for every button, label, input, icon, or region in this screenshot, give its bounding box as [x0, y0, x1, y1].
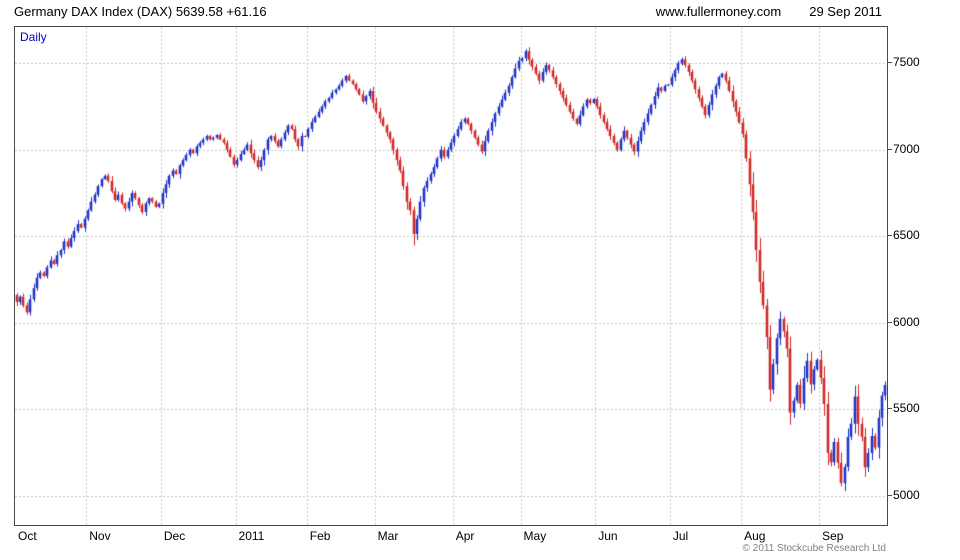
y-tick-label: 7000: [893, 141, 920, 156]
x-tick-label: Jun: [598, 529, 618, 543]
y-tick-mark: [887, 408, 892, 410]
y-tick-label: 7500: [893, 55, 920, 70]
y-tick-mark: [887, 235, 892, 237]
x-tick-label: Mar: [377, 529, 399, 543]
chart-title: Germany DAX Index (DAX) 5639.58 +61.16: [14, 4, 267, 19]
x-tick-label: Feb: [309, 529, 331, 543]
y-tick-label: 5500: [893, 401, 920, 416]
x-tick-label: Apr: [455, 529, 475, 543]
x-tick-label: 2011: [238, 529, 265, 543]
header-bar: Germany DAX Index (DAX) 5639.58 +61.16 w…: [14, 4, 882, 19]
y-tick-label: 6500: [893, 228, 920, 243]
site-url: www.fullermoney.com: [655, 4, 782, 19]
y-tick-label: 5000: [893, 487, 920, 502]
y-tick-label: 6000: [893, 314, 920, 329]
y-tick-mark: [887, 321, 892, 323]
candlestick-canvas: [15, 27, 887, 525]
x-tick-label: Nov: [89, 529, 111, 543]
y-tick-mark: [887, 62, 892, 64]
x-tick-label: May: [523, 529, 547, 543]
x-tick-label: Dec: [163, 529, 186, 543]
x-tick-label: Sep: [822, 529, 844, 543]
x-tick-label: Aug: [744, 529, 766, 543]
x-tick-label: Oct: [18, 529, 37, 543]
x-tick-label: Jul: [672, 529, 689, 543]
interval-badge: Daily: [20, 30, 47, 44]
date-label: 29 Sep 2011: [809, 4, 882, 19]
y-tick-mark: [887, 148, 892, 150]
plot-area: [14, 26, 888, 526]
copyright-label: © 2011 Stockcube Research Ltd: [742, 543, 886, 554]
y-tick-mark: [887, 494, 892, 496]
